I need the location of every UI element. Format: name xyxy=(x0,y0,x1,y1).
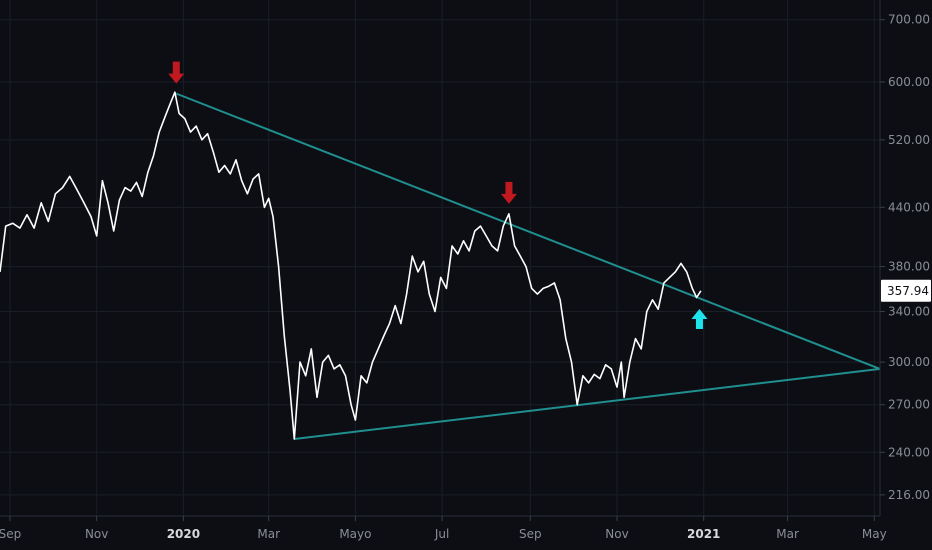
price-series xyxy=(0,91,702,440)
annotation-arrows xyxy=(168,61,708,329)
y-tick-label: 440.00 xyxy=(888,200,930,214)
price-line xyxy=(0,91,702,440)
x-tick-label: Nov xyxy=(85,527,108,541)
y-axis-ticks: 216.00 240.00 270.00 300.00 340.00 380.00 440.… xyxy=(880,13,930,502)
y-tick-label: 270.00 xyxy=(888,398,930,412)
y-tick-label: 700.00 xyxy=(888,13,930,27)
x-tick-label: 2021 xyxy=(687,527,720,541)
upper-trendline xyxy=(175,92,881,370)
y-tick-label: 600.00 xyxy=(888,75,930,89)
lower-trendline xyxy=(294,367,881,441)
y-tick-label: 380.00 xyxy=(888,260,930,274)
current-price-badge xyxy=(881,279,931,302)
y-tick-label: 340.00 xyxy=(888,305,930,319)
y-tick-label: 240.00 xyxy=(888,445,930,459)
x-tick-label: Mar xyxy=(776,527,799,541)
x-tick-label: Nov xyxy=(605,527,628,541)
current-price-label: 357.94 xyxy=(881,279,931,302)
x-tick-label: Sep xyxy=(0,527,21,541)
x-tick-label: Mar xyxy=(257,527,280,541)
peak-down-arrow-2 xyxy=(500,181,517,204)
peak-down-arrow-1 xyxy=(168,61,185,84)
x-tick-label: May xyxy=(862,527,887,541)
y-tick-label: 216.00 xyxy=(888,488,930,502)
y-tick-label: 300.00 xyxy=(888,355,930,369)
y-tick-label: 520.00 xyxy=(888,133,930,147)
current-price-value: 357.94 xyxy=(887,284,929,298)
x-tick-label: Jul xyxy=(434,527,449,541)
grid-lines xyxy=(0,0,880,516)
axes xyxy=(0,0,881,517)
trendlines xyxy=(175,92,881,441)
breakout-up-arrow xyxy=(691,308,708,329)
x-tick-label: 2020 xyxy=(167,527,200,541)
x-tick-label: Sep xyxy=(519,527,542,541)
x-tick-label: Mayo xyxy=(339,527,371,541)
x-axis-ticks: Sep Nov 2020 Mar Mayo Jul Sep Nov 2021 Mar May xyxy=(0,516,887,541)
